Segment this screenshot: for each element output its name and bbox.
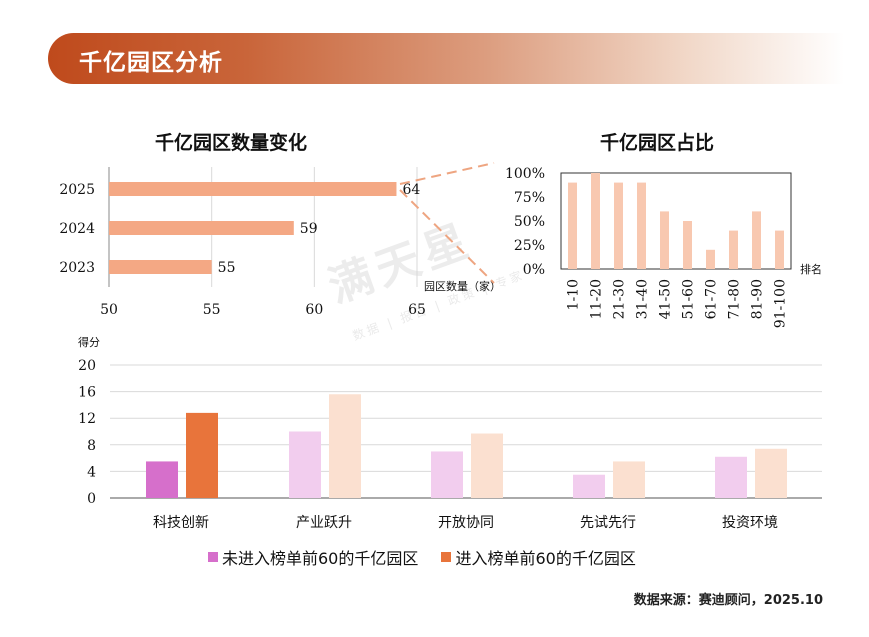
score-x-tick: 先试先行 <box>580 515 636 531</box>
count-chart-title: 千亿园区数量变化 <box>155 132 308 154</box>
score-y-tick: 0 <box>87 491 96 507</box>
share-y-tick: 75% <box>514 190 545 206</box>
count-x-tick: 50 <box>100 302 118 318</box>
score-x-tick: 产业跃升 <box>296 515 352 531</box>
score-y-tick: 8 <box>87 438 96 454</box>
connector-line <box>399 189 495 284</box>
share-bar <box>775 230 784 269</box>
share-bar <box>591 173 600 269</box>
count-bar <box>109 221 294 235</box>
count-bar <box>109 182 397 196</box>
legend-label-top60: 进入榜单前60的千亿园区 <box>455 549 636 568</box>
score-y-tick: 16 <box>78 385 96 401</box>
share-y-tick: 25% <box>514 238 545 254</box>
count-y-tick: 2025 <box>59 182 95 198</box>
score-bar-top60 <box>613 461 645 498</box>
count-bar <box>109 260 212 274</box>
share-y-tick: 100% <box>505 166 545 182</box>
count-x-axis-label: 园区数量（家） <box>424 279 501 293</box>
legend-swatch-magenta <box>208 552 218 562</box>
share-x-tick: 81-90 <box>750 279 766 319</box>
share-bar <box>568 182 577 269</box>
score-x-tick: 投资环境 <box>722 515 778 531</box>
score-y-axis-label: 得分 <box>78 336 100 349</box>
share-plot-frame <box>560 172 792 270</box>
score-bar-top60 <box>329 394 361 498</box>
share-x-tick: 41-50 <box>658 279 674 319</box>
legend-item-not-top60: 未进入榜单前60的千亿园区 <box>208 545 418 569</box>
count-y-tick: 2024 <box>59 221 95 237</box>
data-source: 数据来源：赛迪顾问，2025.10 <box>633 593 823 608</box>
score-y-tick: 20 <box>78 358 96 374</box>
score-bar-not-top60 <box>573 474 605 498</box>
share-x-tick: 71-80 <box>727 279 743 319</box>
score-y-tick: 4 <box>87 464 96 480</box>
share-bar <box>660 211 669 269</box>
page-title: 千亿园区分析 <box>79 50 223 76</box>
score-x-tick: 科技创新 <box>153 515 209 531</box>
score-bar-not-top60 <box>715 456 747 498</box>
count-data-label: 64 <box>402 182 420 198</box>
score-bar-top60 <box>471 433 503 498</box>
share-x-tick: 51-60 <box>681 279 697 319</box>
legend-label-not-top60: 未进入榜单前60的千亿园区 <box>222 549 419 568</box>
header-banner <box>48 33 844 84</box>
score-y-tick: 12 <box>78 411 96 427</box>
score-bar-top60 <box>186 412 218 498</box>
legend-swatch-orange <box>441 552 452 562</box>
score-bar-not-top60 <box>431 451 463 498</box>
share-y-tick: 50% <box>514 214 545 230</box>
count-x-tick: 60 <box>305 302 323 318</box>
legend-item-top60: 进入榜单前60的千亿园区 <box>441 545 636 569</box>
count-data-label: 55 <box>218 260 236 276</box>
share-y-tick: 0% <box>523 262 545 278</box>
share-bar <box>683 221 692 269</box>
share-bar <box>614 182 623 269</box>
share-bar <box>637 182 646 269</box>
count-y-tick: 2023 <box>59 260 95 276</box>
count-data-label: 59 <box>300 221 318 237</box>
share-x-tick: 31-40 <box>635 279 651 319</box>
count-x-tick: 65 <box>408 302 426 318</box>
score-x-tick: 开放协同 <box>438 515 494 531</box>
share-x-tick: 91-100 <box>773 279 789 328</box>
score-bar-top60 <box>755 448 787 498</box>
share-bar <box>729 230 738 269</box>
score-bar-not-top60 <box>289 431 321 498</box>
share-bar <box>706 249 715 269</box>
score-bar-not-top60 <box>146 461 178 498</box>
connector-line <box>399 162 495 185</box>
count-x-tick: 55 <box>203 302 221 318</box>
share-x-tick: 61-70 <box>704 279 720 319</box>
score-legend: 未进入榜单前60的千亿园区 进入榜单前60的千亿园区 <box>208 545 654 569</box>
share-x-tick: 21-30 <box>612 279 628 319</box>
share-x-axis-label: 排名 <box>800 262 822 276</box>
share-chart-title: 千亿园区占比 <box>600 132 715 154</box>
share-bar <box>752 211 761 269</box>
share-x-tick: 11-20 <box>589 279 605 319</box>
share-x-tick: 1-10 <box>566 279 582 310</box>
